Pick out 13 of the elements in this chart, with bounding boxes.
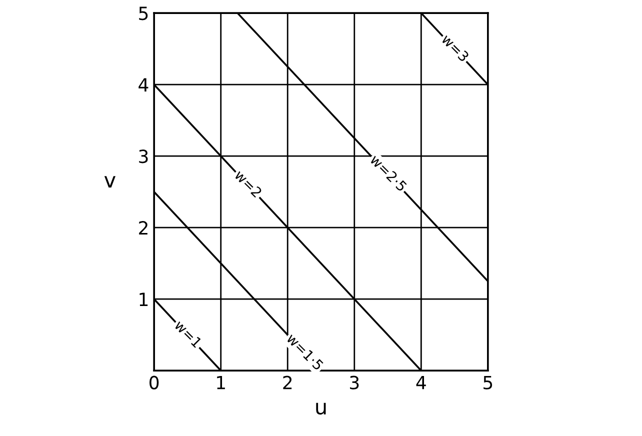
y-tick-label: 1: [140, 292, 148, 306]
x-tick-label: 1: [217, 376, 225, 390]
x-axis-title: u: [316, 402, 326, 415]
y-tick-label: 5: [139, 6, 148, 20]
x-tick-label: 3: [350, 376, 359, 390]
y-axis-title: v: [104, 176, 116, 188]
x-tick-label: 4: [416, 376, 426, 390]
y-tick-label: 3: [139, 150, 148, 164]
y-tick-label: 4: [138, 78, 148, 92]
x-tick-label: 2: [283, 376, 292, 390]
x-tick-label: 5: [484, 376, 492, 390]
y-tick-label: 2: [139, 221, 148, 234]
x-tick-label: 0: [150, 376, 159, 390]
